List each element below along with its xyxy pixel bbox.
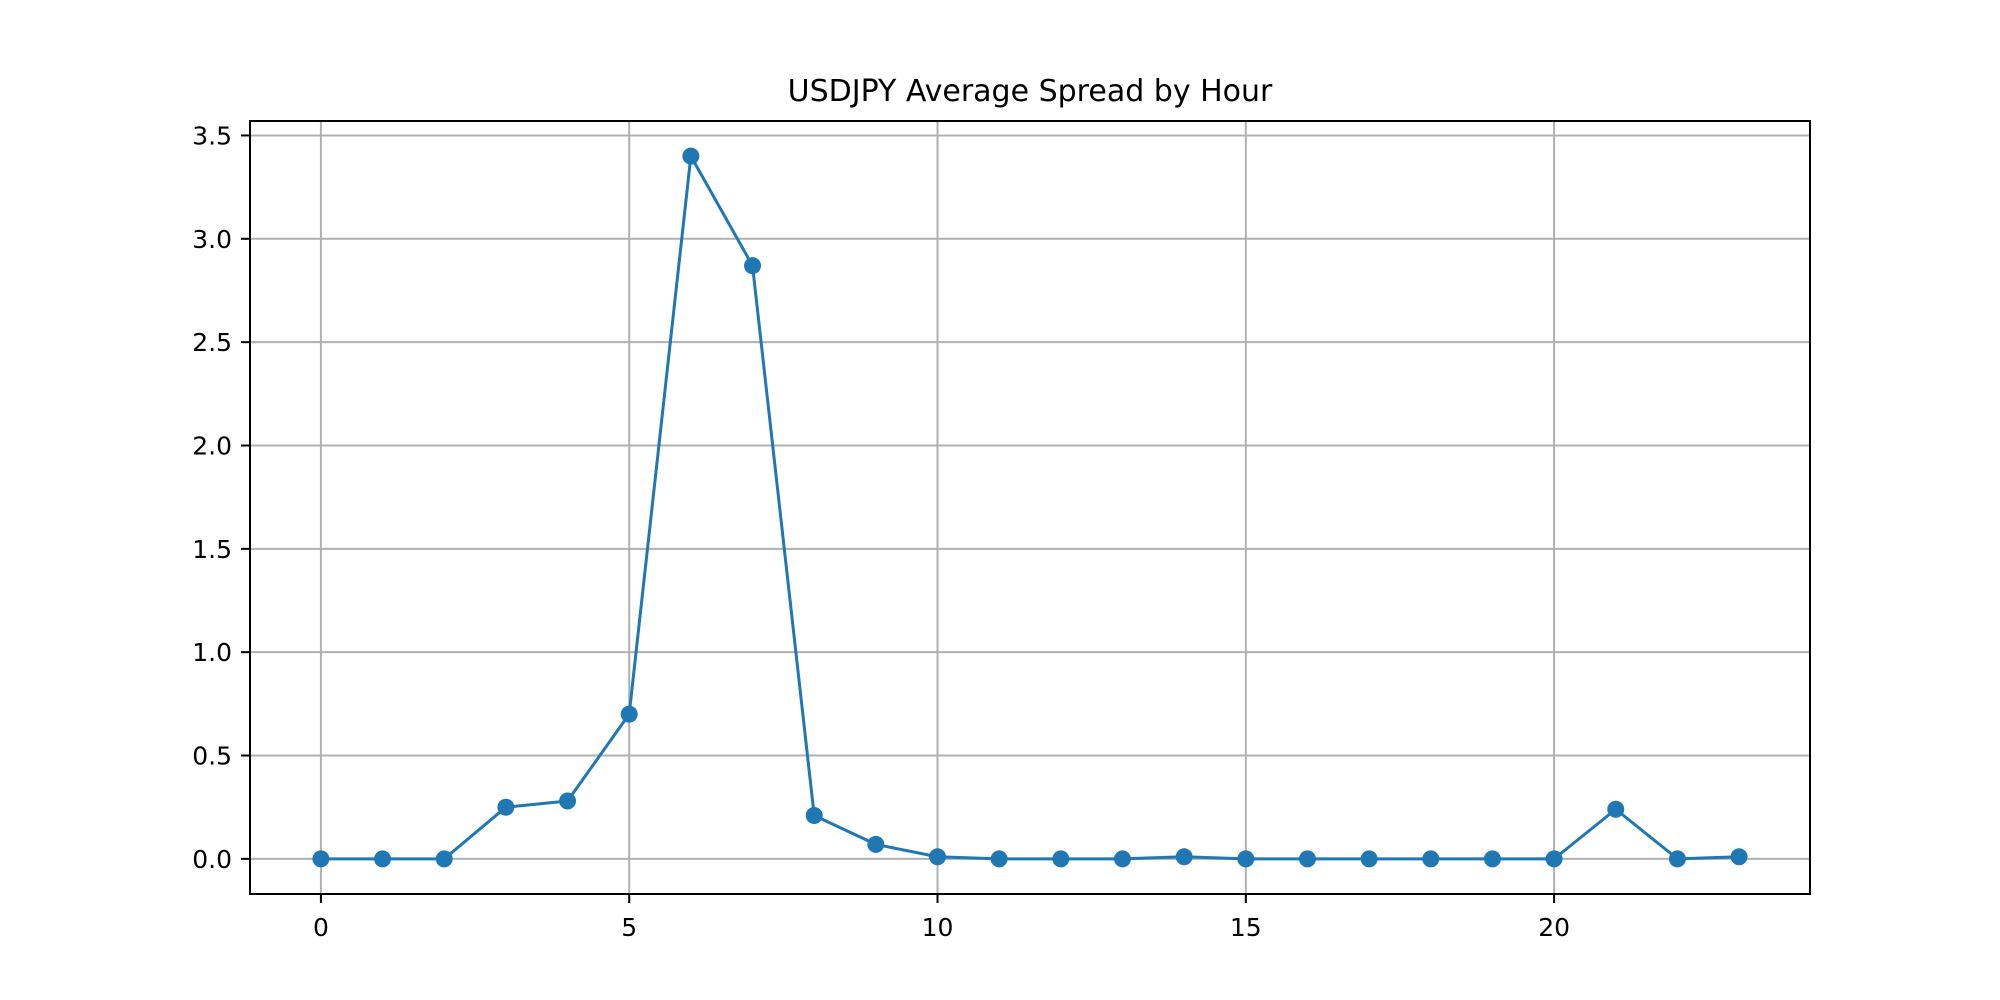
data-point — [1422, 850, 1440, 868]
data-point — [620, 705, 638, 723]
x-tick-label: 0 — [313, 913, 329, 942]
data-point — [1237, 850, 1255, 868]
y-tick-label: 1.5 — [192, 535, 232, 564]
data-point — [990, 850, 1008, 868]
axis-ticks: 0 5 10 15 20 0.0 0.5 1.0 1.5 2.0 2.5 3.0 3.5 — [192, 121, 1570, 942]
data-point — [1607, 800, 1625, 818]
data-point — [374, 850, 392, 868]
data-point — [559, 792, 577, 810]
y-tick-label: 1.0 — [192, 638, 232, 667]
data-point — [805, 806, 823, 824]
y-tick-label: 2.0 — [192, 431, 232, 460]
plot-frame — [249, 120, 1811, 895]
data-point — [1175, 848, 1193, 866]
y-tick-label: 3.0 — [192, 225, 232, 254]
y-tick-label: 0.0 — [192, 845, 232, 874]
data-point — [497, 798, 515, 816]
series-line — [320, 154, 1740, 861]
data-point — [1052, 850, 1070, 868]
data-point — [312, 850, 330, 868]
y-tick-label: 3.5 — [192, 121, 232, 150]
data-point — [1668, 850, 1686, 868]
y-tick-label: 0.5 — [192, 742, 232, 771]
data-point — [1730, 848, 1748, 866]
x-tick-label: 15 — [1230, 913, 1262, 942]
x-tick-label: 5 — [621, 913, 637, 942]
chart-title: USDJPY Average Spread by Hour — [788, 74, 1273, 109]
series-layer — [312, 147, 1748, 868]
data-point — [682, 147, 700, 165]
data-point — [744, 257, 762, 275]
x-tick-label: 20 — [1538, 913, 1570, 942]
data-point — [435, 850, 453, 868]
data-point — [1545, 850, 1563, 868]
x-tick-label: 10 — [922, 913, 954, 942]
data-point — [1360, 850, 1378, 868]
y-tick-label: 2.5 — [192, 328, 232, 357]
data-point — [929, 848, 947, 866]
data-point — [1113, 850, 1131, 868]
data-point — [1483, 850, 1501, 868]
data-point — [1298, 850, 1316, 868]
data-point — [867, 835, 885, 853]
